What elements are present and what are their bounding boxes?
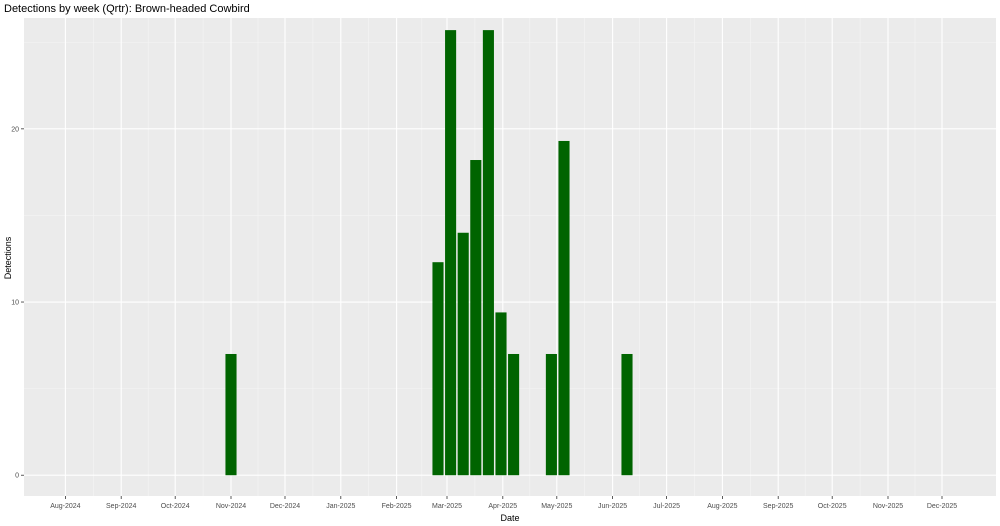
x-tick-label: Sep-2025 (763, 503, 793, 510)
y-axis: 0 10 20 (11, 126, 24, 480)
x-axis-label: Date (500, 513, 519, 523)
bar (558, 140, 570, 476)
x-tick-label: Oct-2025 (818, 503, 847, 510)
bar (508, 353, 520, 476)
bar (432, 262, 444, 476)
y-tick-label: 20 (11, 126, 19, 133)
x-tick-label: Dec-2025 (927, 503, 957, 510)
x-tick-label: Nov-2025 (873, 503, 903, 510)
x-axis: Aug-2024 Sep-2024 Oct-2024 Nov-2024 Dec-2024… (50, 496, 957, 510)
y-tick-label: 0 (15, 473, 19, 480)
x-tick-label: Feb-2025 (382, 503, 412, 510)
bar (621, 353, 633, 476)
y-axis-label: Detections (3, 236, 13, 279)
bar (495, 312, 507, 476)
bar (470, 160, 482, 476)
x-tick-label: Aug-2025 (707, 503, 737, 510)
chart-title: Detections by week (Qrtr): Brown-headed … (4, 3, 250, 15)
x-tick-label: Nov-2024 (216, 503, 246, 510)
x-tick-label: Mar-2025 (432, 503, 462, 510)
x-tick-label: Apr-2025 (488, 503, 517, 510)
x-tick-label: Sep-2024 (106, 503, 136, 510)
x-tick-label: Aug-2024 (50, 503, 80, 510)
x-tick-label: Jul-2025 (653, 503, 680, 510)
x-tick-label: Oct-2024 (161, 503, 190, 510)
bar (545, 353, 557, 476)
bar (225, 353, 237, 476)
x-tick-label: Jun-2025 (598, 503, 627, 510)
bar-series (225, 30, 633, 476)
bar (457, 232, 469, 476)
y-tick-label: 10 (11, 300, 19, 307)
x-tick-label: Jan-2025 (326, 503, 355, 510)
x-tick-label: Dec-2024 (270, 503, 300, 510)
bar (445, 30, 457, 476)
bar (482, 30, 494, 476)
x-tick-label: May-2025 (541, 503, 572, 510)
